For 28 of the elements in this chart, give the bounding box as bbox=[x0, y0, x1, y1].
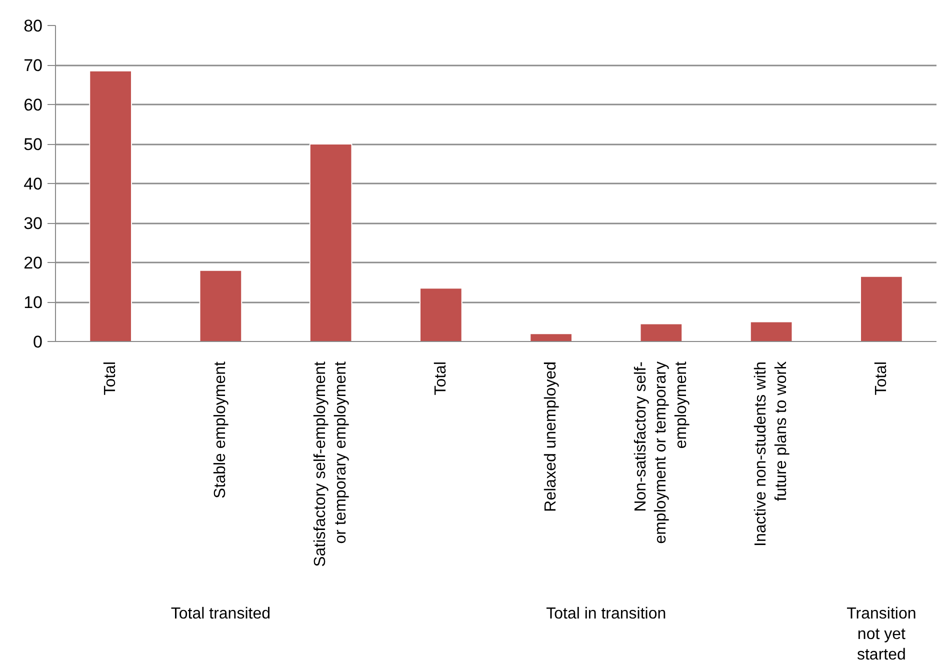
bar bbox=[640, 323, 683, 342]
bar bbox=[199, 270, 242, 342]
y-tick-label: 60 bbox=[24, 96, 43, 114]
x-tick-label: Satisfactory self-employment or temporary employment bbox=[312, 360, 350, 567]
y-tick-label: 30 bbox=[24, 214, 43, 233]
x-tick-label: Relaxed unemployed bbox=[542, 361, 560, 512]
bar bbox=[89, 70, 132, 342]
x-tick-label: Inactive non-students with future plans to work bbox=[752, 360, 790, 546]
y-tick-label: 10 bbox=[24, 293, 43, 312]
text: Total in transition bbox=[546, 606, 666, 622]
y-tick-label: 80 bbox=[24, 16, 43, 36]
x-tick-label: Total bbox=[102, 362, 120, 396]
bar bbox=[309, 144, 352, 342]
y-tick-label: 40 bbox=[24, 174, 43, 194]
x-tick-label: Total bbox=[432, 362, 450, 396]
text: Transition not yet started bbox=[846, 606, 916, 664]
x-tick-label: Stable employment bbox=[212, 360, 230, 498]
y-tick-label: 70 bbox=[24, 56, 43, 75]
y-tick-label: 50 bbox=[24, 135, 43, 154]
text: Total transited bbox=[170, 606, 270, 622]
bar bbox=[420, 288, 462, 342]
bar bbox=[860, 276, 903, 342]
y-tick-label: 0 bbox=[33, 332, 43, 352]
x-tick-label: Total bbox=[872, 362, 890, 396]
bar bbox=[750, 321, 793, 342]
bar bbox=[530, 333, 572, 342]
y-tick-label: 20 bbox=[24, 254, 43, 272]
x-tick-label: Non-satisfactory self-employment or temporary employment bbox=[632, 360, 690, 544]
